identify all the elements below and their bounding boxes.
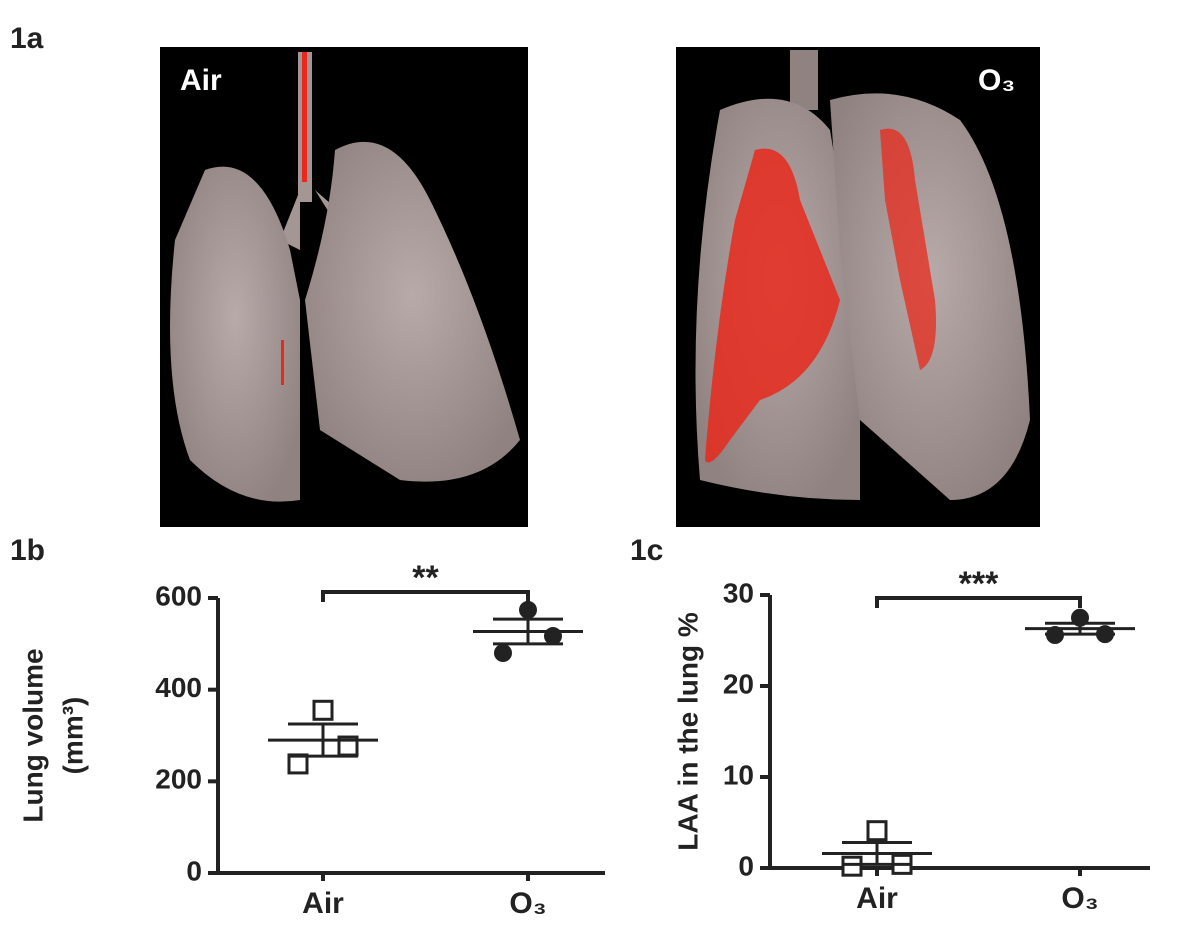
x-tick-label: Air xyxy=(302,887,344,920)
y-tick-label: 200 xyxy=(155,764,202,795)
y-tick-label: 30 xyxy=(723,577,754,608)
y-tick-label: 400 xyxy=(155,672,202,703)
significance-bracket xyxy=(321,590,530,602)
y-tick-label: 0 xyxy=(738,850,754,881)
image-air: Air xyxy=(160,47,528,527)
y-tick-label: 600 xyxy=(155,580,202,611)
image-label: O₃ xyxy=(978,64,1015,97)
image-o3: O₃ xyxy=(676,47,1040,527)
x-tick-label: Air xyxy=(856,882,898,915)
y-axis-label: Lung volume xyxy=(17,648,48,822)
y-tick-label: 10 xyxy=(723,759,754,790)
y-axis-label: LAA in the lung % xyxy=(672,612,703,851)
y-tick-label: 0 xyxy=(186,855,202,886)
panel-label: 1c xyxy=(630,534,663,567)
image-label: Air xyxy=(180,64,222,97)
panel-label: 1b xyxy=(10,534,45,567)
panel-label: 1a xyxy=(10,22,44,55)
y-tick-label: 20 xyxy=(723,668,754,699)
data-point xyxy=(841,855,863,877)
x-tick-label: O₃ xyxy=(1061,882,1098,915)
y-axis-label: (mm³) xyxy=(57,697,88,775)
x-tick-label: O₃ xyxy=(509,887,546,920)
significance-label: *** xyxy=(959,565,999,603)
data-point xyxy=(519,600,537,619)
data-point xyxy=(866,820,888,842)
data-point xyxy=(312,699,334,721)
significance-label: ** xyxy=(412,559,439,597)
data-point xyxy=(494,644,512,662)
significance-bracket xyxy=(875,596,1082,608)
